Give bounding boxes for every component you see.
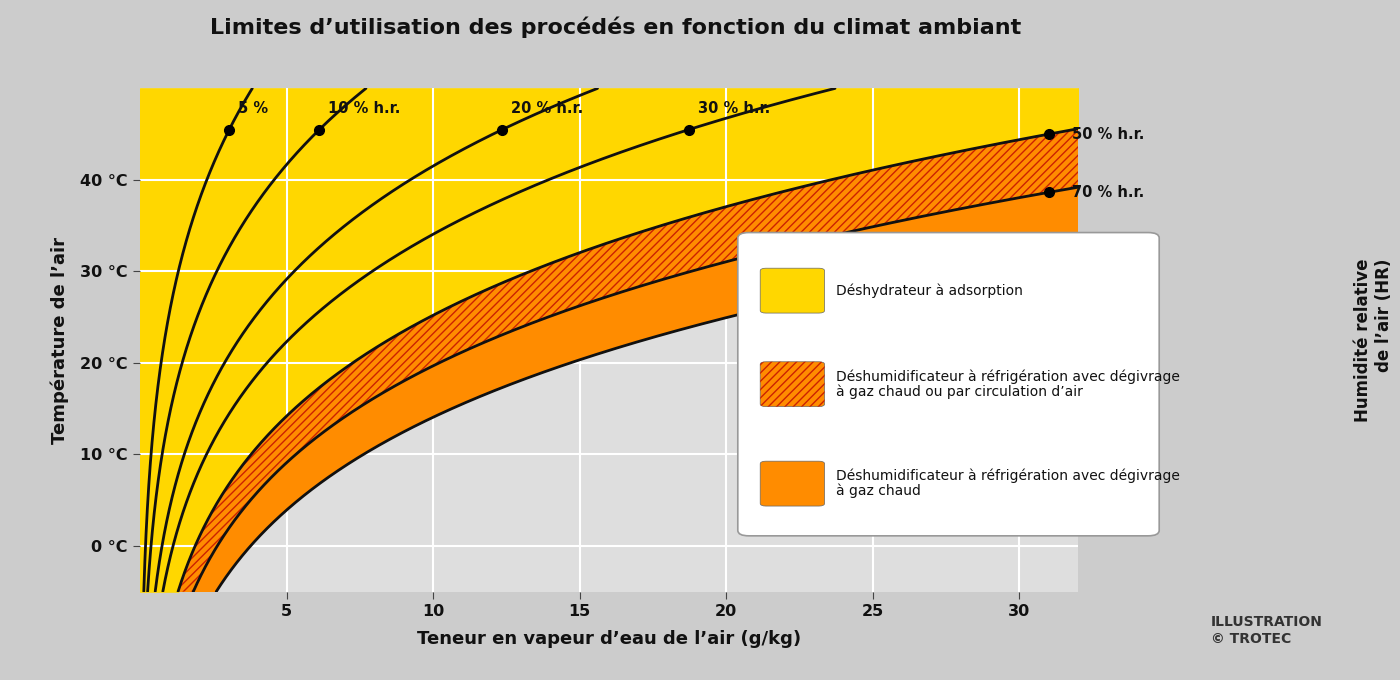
Text: Déshydrateur à adsorption: Déshydrateur à adsorption xyxy=(836,284,1022,298)
Text: à gaz chaud ou par circulation d’air: à gaz chaud ou par circulation d’air xyxy=(836,384,1082,399)
Text: 5 %: 5 % xyxy=(238,101,269,116)
Text: Limites d’utilisation des procédés en fonction du climat ambiant: Limites d’utilisation des procédés en fo… xyxy=(210,17,1022,39)
Text: 30 % h.r.: 30 % h.r. xyxy=(697,101,770,116)
Text: Déshumidificateur à réfrigération avec dégivrage: Déshumidificateur à réfrigération avec d… xyxy=(836,469,1180,483)
Text: 20 % h.r.: 20 % h.r. xyxy=(511,101,584,116)
Text: Humidité relative
de l’air (HR): Humidité relative de l’air (HR) xyxy=(1354,258,1393,422)
Text: à gaz chaud: à gaz chaud xyxy=(836,484,921,498)
X-axis label: Teneur en vapeur d’eau de l’air (g/kg): Teneur en vapeur d’eau de l’air (g/kg) xyxy=(417,630,801,648)
Text: 100 % h.r.: 100 % h.r. xyxy=(1072,244,1155,259)
Text: Déshumidificateur à réfrigération avec dégivrage: Déshumidificateur à réfrigération avec d… xyxy=(836,369,1180,384)
Text: ILLUSTRATION
© TROTEC: ILLUSTRATION © TROTEC xyxy=(1211,615,1323,645)
Y-axis label: Température de l’air: Température de l’air xyxy=(50,237,69,443)
Text: 70 % h.r.: 70 % h.r. xyxy=(1072,185,1144,200)
Text: 10 % h.r.: 10 % h.r. xyxy=(328,101,400,116)
Text: 50 % h.r.: 50 % h.r. xyxy=(1072,126,1144,141)
